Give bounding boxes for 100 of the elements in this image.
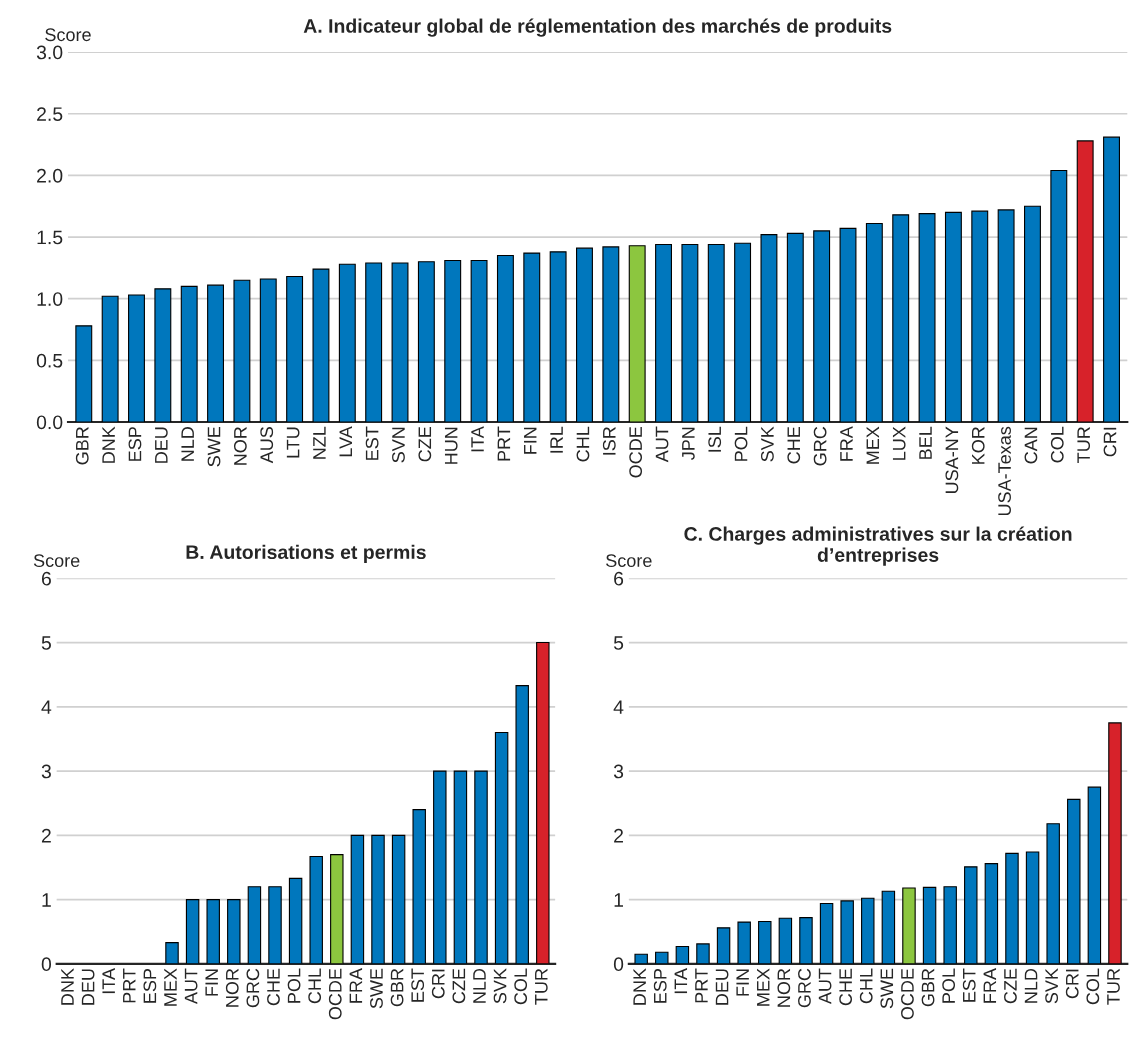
x-tick-label: GBR (75, 427, 89, 465)
x-tick-label: GRC (246, 968, 260, 1008)
y-tick-label: 2 (41, 828, 51, 843)
bar (207, 284, 225, 423)
x-tick-label: EST (365, 426, 379, 460)
bar (523, 252, 541, 423)
x-tick-label: AUT (184, 968, 198, 1005)
bar (681, 243, 699, 423)
x-tick-label: NLD (1024, 968, 1038, 1003)
bar (474, 770, 488, 964)
bar (778, 917, 793, 964)
bar (1087, 786, 1102, 964)
bar (922, 886, 937, 964)
bar (391, 834, 406, 964)
x-tick-label: MEX (164, 968, 177, 1006)
x-tick-label: GRC (813, 426, 827, 466)
bar (1050, 169, 1068, 423)
x-tick-label: USA-Texas (998, 426, 1011, 516)
y-axis-title: Score (606, 554, 652, 568)
x-tick-label: ITA (674, 968, 688, 994)
x-tick-label: IRL (550, 426, 563, 453)
bar (371, 834, 385, 964)
bar (233, 279, 251, 423)
x-tick-label: CHE (787, 426, 801, 464)
x-tick-label: LVA (339, 426, 352, 457)
x-tick-label: COL (1086, 968, 1100, 1005)
x-tick-label: SWE (880, 968, 894, 1009)
y-tick-label: 3.0 (36, 45, 63, 60)
x-tick-label: ISR (602, 427, 616, 455)
x-tick-label: TUR (1077, 427, 1091, 463)
x-tick-label: MEX (757, 968, 770, 1006)
x-tick-label: DEU (81, 969, 95, 1005)
bar (549, 251, 567, 423)
chart-title: B. Autorisations et permis (186, 544, 426, 563)
bar (444, 259, 462, 423)
bar (247, 886, 262, 964)
bar (259, 278, 277, 423)
y-tick-label: 6 (41, 571, 51, 586)
bar (515, 685, 529, 964)
bar (734, 242, 752, 423)
bar (813, 230, 831, 423)
bar (309, 855, 323, 964)
x-tick-label: CZE (418, 426, 432, 462)
bar (892, 214, 910, 423)
bar (412, 809, 426, 964)
x-tick-label: COL (514, 968, 528, 1005)
x-tick-label: CHL (576, 426, 590, 462)
x-tick-label: SVK (493, 968, 507, 1004)
bar (918, 213, 936, 423)
x-tick-label: GBR (390, 968, 404, 1007)
bar (227, 899, 241, 964)
bar (75, 325, 93, 423)
x-tick-label: TUR (535, 968, 548, 1005)
bar (312, 268, 330, 423)
x-tick-label: DNK (102, 426, 115, 463)
bar (1046, 823, 1060, 964)
y-tick-label: 1.0 (37, 292, 63, 306)
y-tick-label: 4 (41, 700, 52, 714)
bar (350, 834, 365, 964)
y-tick-label: 6 (614, 571, 624, 586)
bar (330, 854, 344, 964)
bar (1025, 851, 1040, 964)
y-axis-title: Score (45, 28, 91, 42)
bar (286, 275, 304, 423)
x-tick-label: EST (411, 968, 425, 1002)
bar (760, 234, 778, 423)
bar (696, 943, 710, 964)
x-tick-label: GBR (921, 968, 935, 1007)
bar (675, 945, 690, 964)
x-tick-label: LTU (286, 427, 300, 458)
bar (971, 210, 989, 423)
bar (268, 886, 282, 964)
chart-title: C. Charges administratives sur la création d’entreprises (684, 526, 1072, 566)
bar (576, 247, 593, 423)
x-tick-label: POL (287, 968, 301, 1003)
y-tick-label: 0 (613, 957, 624, 972)
y-tick-label: 0.0 (36, 415, 63, 430)
bar (470, 259, 488, 423)
x-tick-label: CHL (308, 968, 322, 1004)
bar (634, 953, 648, 964)
bar (1067, 798, 1081, 964)
x-tick-label: NOR (225, 968, 239, 1007)
y-tick-label: 5 (613, 636, 624, 650)
x-tick-label: CHE (839, 968, 853, 1006)
x-tick-label: BEL (919, 426, 932, 459)
bar (655, 243, 672, 423)
bar (288, 877, 303, 964)
x-tick-label: DNK (61, 968, 74, 1005)
bar (964, 866, 978, 964)
bar (902, 887, 916, 964)
bar (185, 899, 200, 964)
bar (206, 899, 220, 964)
bar (881, 890, 896, 964)
bar (707, 243, 725, 423)
x-tick-label: PRT (695, 968, 708, 1003)
y-tick-label: 5 (41, 636, 51, 650)
y-tick-label: 1 (614, 893, 624, 907)
x-tick-label: FRA (349, 968, 363, 1003)
bar (1108, 722, 1122, 964)
x-tick-label: CHE (267, 968, 280, 1006)
